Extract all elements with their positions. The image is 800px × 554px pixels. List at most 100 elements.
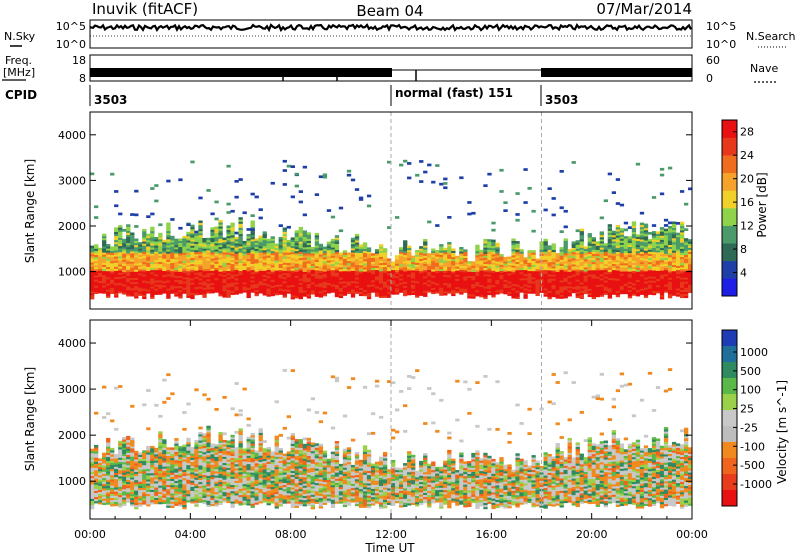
echo-cell (238, 219, 243, 222)
echo-cell (278, 273, 283, 277)
echo-cell (246, 268, 251, 272)
echo-cell (118, 471, 123, 475)
echo-cell (487, 282, 492, 285)
echo-cell (194, 257, 199, 261)
echo-cell (122, 261, 127, 264)
echo-cell (246, 234, 251, 237)
echo-cell (134, 457, 139, 460)
echo-cell (671, 262, 677, 265)
echo-cell (298, 249, 303, 252)
echo-cell (166, 288, 171, 291)
echo-cell (170, 244, 175, 247)
echo-cell (635, 244, 641, 248)
echo-cell (563, 285, 568, 289)
echo-cell (190, 160, 195, 164)
echo-cell (447, 248, 452, 251)
echo-cell (419, 270, 424, 274)
echo-cell (246, 285, 251, 288)
echo-cell (310, 265, 316, 268)
echo-cell (250, 261, 255, 264)
echo-cell (158, 247, 163, 250)
echo-cell (310, 257, 316, 260)
echo-cell (683, 266, 689, 270)
echo-cell (555, 267, 560, 270)
echo-cell (659, 264, 665, 267)
echo-cell (675, 269, 681, 273)
echo-cell (326, 260, 332, 263)
echo-cell (222, 278, 227, 282)
echo-cell (254, 195, 259, 199)
echo-cell (262, 231, 267, 234)
echo-cell (238, 284, 243, 288)
echo-cell (667, 258, 673, 262)
echo-cell (194, 241, 199, 244)
echo-cell (395, 263, 400, 266)
echo-cell (326, 209, 332, 212)
echo-cell (395, 259, 400, 262)
echo-cell (150, 247, 155, 250)
echo-cell (282, 278, 287, 282)
echo-cell (523, 269, 528, 273)
echo-cell (535, 268, 540, 272)
echo-cell (134, 484, 139, 487)
echo-cell (130, 257, 135, 260)
echo-cell (142, 267, 147, 271)
echo-cell (519, 277, 524, 281)
echo-cell (166, 373, 171, 377)
echo-cell (258, 256, 263, 259)
echo-cell (439, 260, 444, 263)
echo-cell (258, 258, 263, 261)
echo-cell (583, 277, 588, 280)
echo-cell (391, 284, 396, 287)
echo-cell (411, 292, 416, 295)
echo-cell (242, 288, 247, 291)
echo-cell (423, 286, 428, 289)
echo-cell (198, 245, 203, 248)
echo-cell (579, 247, 584, 250)
echo-cell (170, 453, 175, 457)
echo-cell (150, 275, 155, 279)
echo-cell (106, 283, 111, 286)
echo-cell (194, 262, 199, 265)
echo-cell (667, 265, 673, 268)
echo-cell (194, 278, 199, 281)
echo-cell (198, 282, 203, 285)
echo-cell (126, 230, 131, 233)
echo-cell (487, 259, 492, 263)
echo-cell (142, 241, 147, 244)
echo-cell (487, 172, 492, 176)
echo-cell (174, 281, 179, 285)
echo-cell (130, 450, 135, 453)
echo-cell (683, 238, 689, 241)
echo-cell (679, 279, 685, 282)
echo-cell (607, 285, 613, 289)
echo-cell (663, 236, 669, 240)
echo-cell (138, 456, 143, 459)
echo-cell (230, 230, 235, 234)
echo-cell (134, 492, 139, 495)
echo-cell (178, 296, 183, 299)
echo-cell (150, 234, 155, 238)
echo-cell (511, 240, 516, 244)
echo-cell (403, 273, 408, 276)
echo-cell (250, 243, 255, 246)
echo-cell (298, 276, 303, 279)
echo-cell (350, 289, 356, 292)
echo-cell (362, 279, 368, 282)
echo-cell (118, 288, 123, 292)
echo-cell (595, 259, 600, 263)
echo-cell (122, 497, 127, 500)
echo-cell (535, 285, 540, 288)
echo-cell (150, 232, 155, 236)
echo-cell (146, 248, 151, 251)
echo-cell (202, 240, 207, 243)
echo-cell (250, 288, 255, 291)
echo-cell (310, 271, 316, 275)
echo-cell (146, 495, 151, 499)
echo-cell (218, 279, 223, 282)
echo-cell (134, 271, 139, 274)
echo-cell (475, 252, 480, 256)
echo-cell (423, 267, 428, 271)
echo-cell (451, 285, 456, 288)
echo-cell (543, 294, 548, 297)
